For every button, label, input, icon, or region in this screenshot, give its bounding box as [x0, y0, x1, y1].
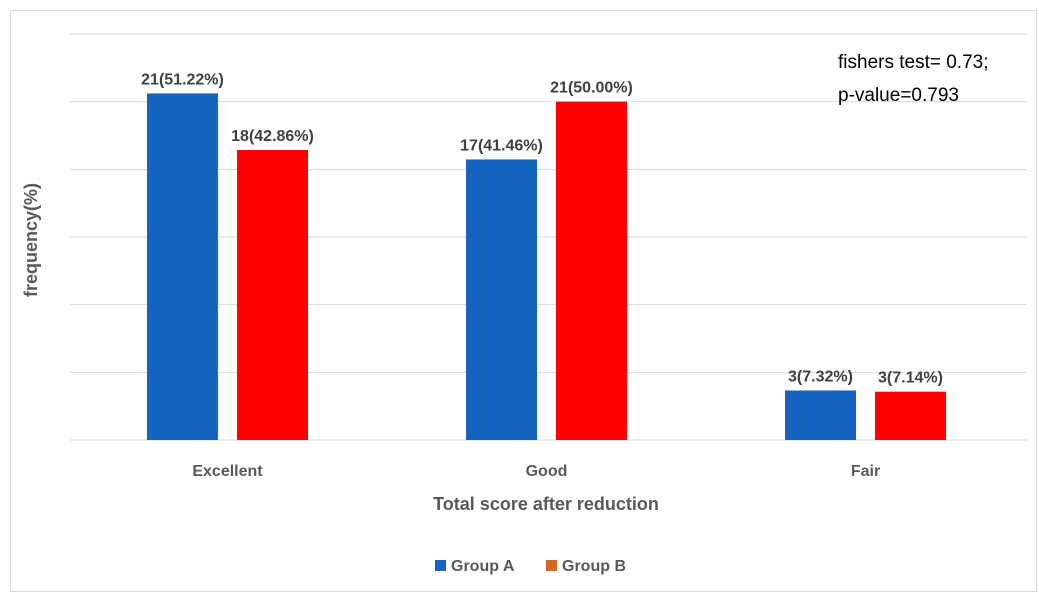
data-label: 21(50.00%): [550, 80, 633, 97]
bar-group-b-good: [556, 101, 627, 441]
x-axis-label: Total score after reduction: [433, 494, 659, 514]
x-tick-label: Fair: [851, 463, 880, 480]
p-value-annotation: p-value=0.793: [838, 85, 959, 106]
fishers-test-annotation: fishers test= 0.73;: [838, 52, 989, 73]
bar-group-a-fair: [785, 390, 856, 440]
bar-group-b-excellent: [237, 149, 308, 441]
x-tick-label: Good: [526, 463, 568, 480]
data-label: 3(7.14%): [878, 370, 943, 387]
legend-swatch-group-a: [435, 560, 446, 571]
bar-group-a-excellent: [147, 93, 218, 441]
data-label: 17(41.46%): [460, 137, 543, 154]
legend-label-group-a: Group A: [451, 558, 515, 575]
gridlines: [70, 33, 1027, 441]
data-label: 21(51.22%): [141, 71, 224, 88]
data-label: 3(7.32%): [788, 368, 853, 385]
bar-group-b-fair: [875, 391, 946, 440]
y-axis-label: frequency(%): [21, 183, 41, 297]
legend: Group A Group B: [435, 558, 626, 575]
data-label: 18(42.86%): [231, 128, 314, 145]
data-labels: 21(51.22%) 18(42.86%) 17(41.46%) 21(50.00%)…: [141, 71, 943, 386]
x-tick-labels: Excellent Good Fair: [192, 463, 880, 480]
bars: [147, 93, 946, 441]
legend-swatch-group-b: [546, 560, 557, 571]
bar-group-a-good: [466, 159, 537, 441]
legend-label-group-b: Group B: [562, 558, 626, 575]
x-tick-label: Excellent: [192, 463, 263, 480]
